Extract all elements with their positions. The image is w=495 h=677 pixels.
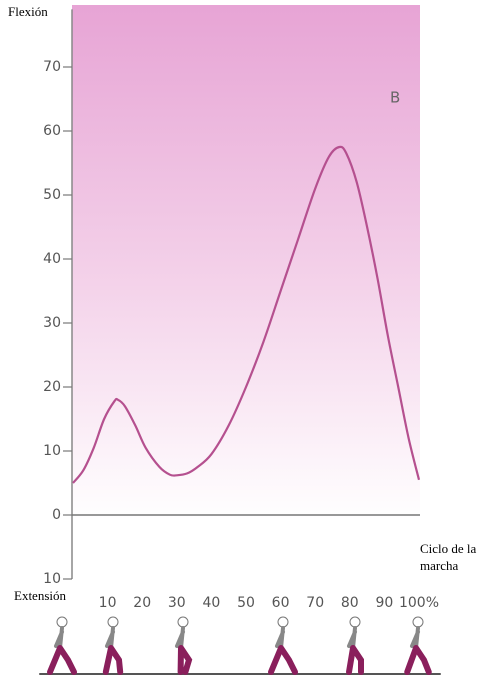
x-tick-label: 100% — [399, 595, 439, 611]
x-tick-label: 50 — [237, 595, 255, 611]
figure-legs — [271, 648, 295, 672]
x-label: Ciclo de la marcha — [420, 540, 495, 574]
x-tick-label: 30 — [168, 595, 186, 611]
y-tick-label: 30 — [43, 315, 61, 331]
x-tick-label: 40 — [202, 595, 220, 611]
figure-body — [412, 628, 418, 648]
figure-legs — [349, 648, 361, 672]
y-tick-label: 40 — [43, 251, 61, 267]
figure-body — [107, 628, 113, 648]
figure-body — [56, 628, 62, 648]
x-tick-label: 60 — [272, 595, 290, 611]
figure-body — [349, 628, 355, 648]
y-tick-label: 10 — [43, 443, 61, 459]
y-label-top: Flexión — [8, 4, 48, 20]
y-label-bottom: Extensión — [14, 588, 66, 604]
figure-legs — [106, 648, 120, 672]
page: {"chart_data": {"type": "line", "y_label… — [0, 0, 495, 677]
figure-body — [277, 628, 283, 648]
y-tick-label: 70 — [43, 59, 61, 75]
figure-legs — [407, 648, 429, 672]
figure-legs — [181, 648, 189, 672]
figure-head — [350, 617, 360, 627]
figure-body — [177, 628, 183, 648]
figure-head — [108, 617, 118, 627]
x-tick-label: 10 — [99, 595, 117, 611]
annotation: B — [390, 89, 400, 107]
x-tick-label: 90 — [375, 595, 393, 611]
figure-head — [178, 617, 188, 627]
x-tick-label: 80 — [341, 595, 359, 611]
x-tick-label: 70 — [306, 595, 324, 611]
y-tick-label: 10 — [43, 571, 61, 587]
figure-head — [57, 617, 67, 627]
plot-background — [72, 5, 420, 520]
figure-head — [413, 617, 423, 627]
x-tick-label: 20 — [133, 595, 151, 611]
y-tick-label: 0 — [52, 507, 61, 523]
figure-legs — [50, 648, 74, 672]
y-tick-label: 20 — [43, 379, 61, 395]
y-tick-label: 50 — [43, 187, 61, 203]
figure-head — [278, 617, 288, 627]
chart: B 10 0 10 20 30 40 50 60 70 10 20 30 40 50 60 70 80 90 100… — [0, 0, 495, 677]
walking-figures — [40, 617, 440, 674]
y-tick-label: 60 — [43, 123, 61, 139]
